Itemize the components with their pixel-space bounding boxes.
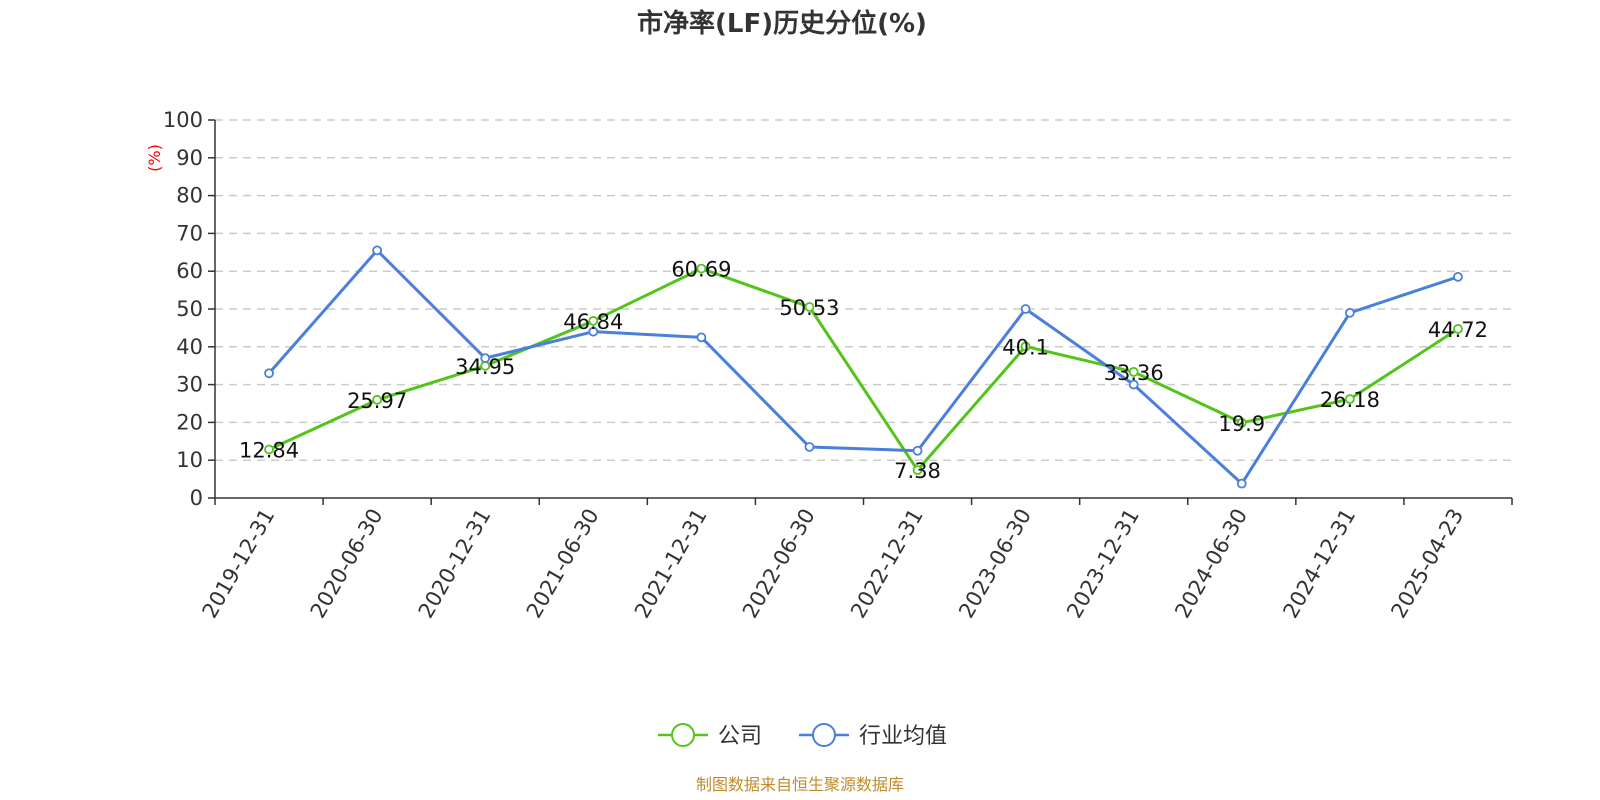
legend-circle-icon <box>671 723 695 747</box>
data-label: 40.1 <box>1002 335 1049 359</box>
data-point <box>372 394 383 405</box>
grid-layer <box>215 119 1512 461</box>
data-point <box>696 332 707 343</box>
series-line <box>268 267 1459 472</box>
legend-label: 行业均值 <box>859 724 947 749</box>
x-tick-label: 2021-06-30 <box>522 505 604 623</box>
legend-circle-icon <box>812 723 836 747</box>
y-tick-label: 80 <box>176 184 203 208</box>
y-tick-label: 90 <box>176 146 203 170</box>
data-label-layer: 12.84 25.97 34.95 46.84 60.69 50.53 7.38 40.1 33… <box>239 258 1488 484</box>
data-point <box>1344 307 1355 318</box>
x-tick-label: 2025-04-23 <box>1386 505 1468 623</box>
data-point <box>1128 366 1139 377</box>
x-tick-label: 2021-12-31 <box>630 505 712 623</box>
y-tick-label: 100 <box>163 108 203 132</box>
data-point <box>588 326 599 337</box>
data-point <box>912 465 923 476</box>
y-tick-label: 40 <box>176 335 203 359</box>
x-tick-label: 2023-12-31 <box>1062 505 1144 623</box>
x-tick-label: 2020-12-31 <box>414 505 496 623</box>
data-label: 60.69 <box>671 258 731 282</box>
data-label: 7.38 <box>894 459 941 483</box>
series-layer <box>264 245 1463 489</box>
data-point <box>1236 478 1247 489</box>
data-point <box>1020 304 1031 314</box>
x-tick-label: 2022-06-30 <box>738 505 820 623</box>
legend-item-1[interactable]: 行业均值 <box>799 723 947 749</box>
y-tick-label: 60 <box>176 259 203 283</box>
axis-layer: 0 10 20 30 40 50 60 70 80 90 100 2019-12-31 2020-06-… <box>163 108 1513 623</box>
series-0 <box>264 263 1463 476</box>
x-tick-label: 2022-12-31 <box>846 505 928 623</box>
data-point <box>372 245 383 256</box>
data-point <box>264 368 274 379</box>
y-tick-label: 0 <box>190 486 203 510</box>
data-point <box>1453 271 1463 282</box>
x-tick-label: 2023-06-30 <box>954 505 1036 623</box>
x-tick-label: 2020-06-30 <box>306 505 388 623</box>
x-tick-label: 2024-12-31 <box>1278 505 1360 623</box>
data-point <box>1020 341 1031 352</box>
data-label: 44.72 <box>1428 318 1488 342</box>
y-tick-label: 30 <box>176 373 203 397</box>
y-tick-label: 70 <box>176 221 203 245</box>
source-note: 制图数据来自恒生聚源数据库 <box>696 775 904 794</box>
data-point <box>804 442 815 452</box>
chart-title: 市净率(LF)历史分位(%) <box>637 8 927 39</box>
data-point <box>804 302 815 312</box>
series-line <box>267 248 1459 486</box>
data-point <box>696 263 707 274</box>
data-label: 25.97 <box>347 389 407 413</box>
data-point <box>588 316 599 326</box>
data-label: 50.53 <box>779 296 839 320</box>
data-point <box>1236 417 1247 428</box>
y-tick-label: 50 <box>176 297 203 321</box>
data-point <box>1453 324 1463 334</box>
y-tick-label: 10 <box>176 448 203 472</box>
data-label: 33.36 <box>1104 361 1164 385</box>
x-tick-label: 2019-12-31 <box>198 505 280 623</box>
legend-item-0[interactable]: 公司 <box>658 723 762 749</box>
data-label: 34.95 <box>455 355 515 379</box>
series-1 <box>264 245 1463 489</box>
data-point <box>912 445 923 456</box>
data-point <box>1344 394 1355 404</box>
x-tick-label: 2024-06-30 <box>1170 505 1252 623</box>
legend[interactable]: 公司 行业均值 <box>658 723 947 749</box>
data-point <box>264 444 274 455</box>
data-point <box>480 353 491 364</box>
y-tick-label: 20 <box>176 410 203 434</box>
data-label: 19.9 <box>1218 412 1265 436</box>
y-axis-label: (%) <box>145 144 164 172</box>
data-point <box>1128 379 1139 390</box>
data-label: 12.84 <box>239 438 299 462</box>
legend-label: 公司 <box>718 724 762 749</box>
data-label: 26.18 <box>1320 388 1380 412</box>
data-label: 46.84 <box>563 310 623 334</box>
